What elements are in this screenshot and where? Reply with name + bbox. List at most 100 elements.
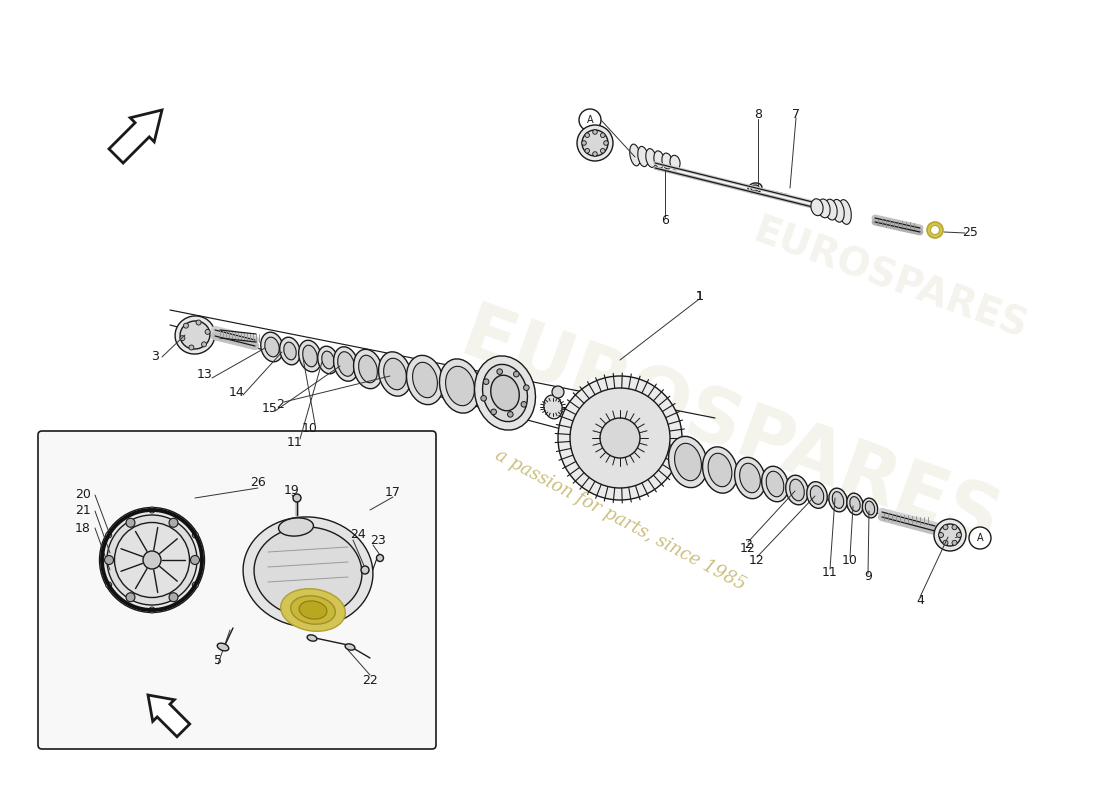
Circle shape [943,525,948,530]
Ellipse shape [114,522,189,598]
Ellipse shape [811,486,824,504]
Text: 18: 18 [75,522,91,534]
Text: 1: 1 [696,290,704,303]
Polygon shape [109,110,162,163]
Ellipse shape [412,362,438,398]
Ellipse shape [378,352,411,396]
Text: A: A [977,533,983,543]
Ellipse shape [265,337,279,357]
Ellipse shape [302,345,317,367]
Text: 2: 2 [276,398,284,411]
Ellipse shape [338,352,354,376]
Ellipse shape [670,155,680,170]
Text: 5: 5 [214,654,222,666]
Ellipse shape [284,342,296,360]
Polygon shape [148,695,189,737]
Text: 21: 21 [75,505,90,518]
Ellipse shape [278,518,314,536]
Ellipse shape [785,475,808,505]
Ellipse shape [838,200,851,224]
Circle shape [514,371,519,377]
Circle shape [579,109,601,131]
Circle shape [126,518,135,527]
Circle shape [126,593,135,602]
Circle shape [582,141,586,146]
Ellipse shape [669,436,707,488]
Circle shape [521,402,527,407]
Ellipse shape [307,635,317,641]
Text: 2: 2 [744,538,752,551]
Text: 9: 9 [865,570,872,583]
Ellipse shape [345,644,355,650]
Text: 8: 8 [754,109,762,122]
Circle shape [585,149,590,153]
Circle shape [524,385,529,390]
FancyBboxPatch shape [39,431,436,749]
Circle shape [938,533,944,538]
Ellipse shape [491,375,519,410]
Ellipse shape [833,492,844,508]
Text: 24: 24 [350,529,366,542]
Text: 12: 12 [749,554,764,566]
Circle shape [180,336,185,341]
Ellipse shape [638,146,648,166]
Ellipse shape [847,493,864,515]
Circle shape [184,323,188,328]
Ellipse shape [578,125,613,161]
Ellipse shape [446,366,474,406]
Ellipse shape [708,454,732,486]
Ellipse shape [175,316,214,354]
Ellipse shape [751,185,759,191]
Circle shape [969,527,991,549]
Circle shape [601,133,605,138]
Text: 10: 10 [302,422,318,434]
Ellipse shape [254,527,362,617]
Circle shape [148,607,155,613]
Text: 23: 23 [370,534,386,546]
Ellipse shape [629,144,640,166]
Ellipse shape [761,466,789,502]
Ellipse shape [939,524,961,546]
Ellipse shape [748,183,762,193]
Text: 11: 11 [287,437,303,450]
Circle shape [196,320,201,325]
Text: EUROSPARES: EUROSPARES [748,213,1032,347]
Text: 6: 6 [661,214,669,226]
Circle shape [106,532,112,538]
Ellipse shape [565,408,579,418]
Circle shape [106,582,112,588]
Ellipse shape [279,338,300,365]
Ellipse shape [825,199,837,220]
Ellipse shape [703,447,737,493]
Ellipse shape [790,479,804,501]
Circle shape [491,409,496,414]
Circle shape [593,152,597,156]
Ellipse shape [866,501,874,515]
Circle shape [601,149,605,153]
Circle shape [957,533,961,538]
Ellipse shape [850,497,860,511]
Circle shape [952,525,957,530]
Circle shape [169,593,178,602]
Ellipse shape [322,351,334,369]
Circle shape [189,345,194,350]
Ellipse shape [474,356,536,430]
Ellipse shape [333,346,359,382]
Ellipse shape [646,149,657,167]
Text: 14: 14 [229,386,245,399]
Ellipse shape [407,355,443,405]
Ellipse shape [440,359,481,413]
Ellipse shape [582,130,608,156]
Ellipse shape [735,458,766,498]
Circle shape [952,540,957,546]
Circle shape [552,386,564,398]
Circle shape [943,540,948,546]
Ellipse shape [862,498,878,518]
Ellipse shape [376,554,384,562]
Ellipse shape [261,332,284,362]
Ellipse shape [931,226,939,234]
Circle shape [497,369,503,374]
Circle shape [192,582,198,588]
Ellipse shape [739,463,760,493]
Text: a passion for parts, since 1985: a passion for parts, since 1985 [492,446,748,594]
